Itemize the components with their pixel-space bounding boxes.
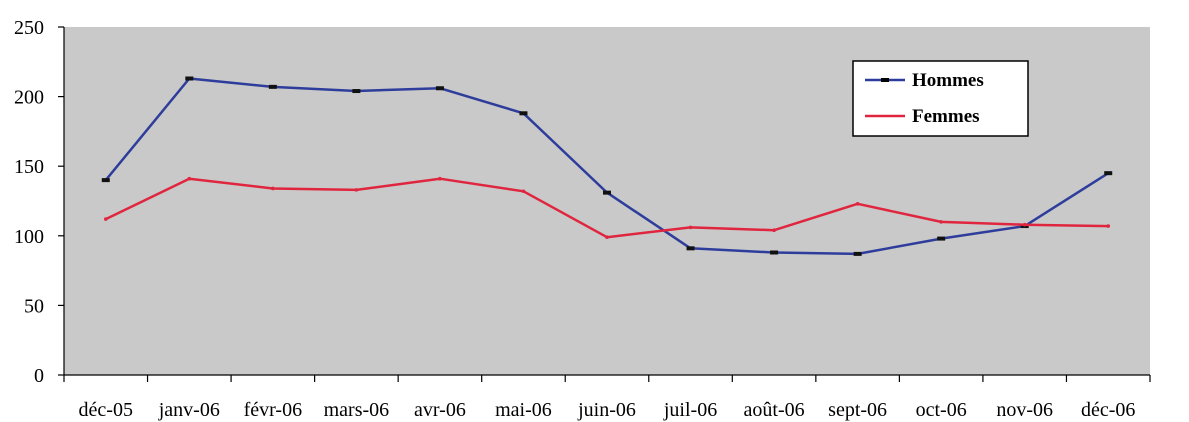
x-tick-label: nov-06 [996, 399, 1053, 421]
x-tick-label: avr-06 [414, 399, 466, 421]
x-axis-ticks: déc-05 janv-06 févr-06 mars-06 avr-06 mai-06 j… [63, 375, 1151, 421]
series-hommes [101, 76, 1113, 256]
x-tick-label: août-06 [744, 399, 805, 421]
axes [63, 27, 1150, 376]
x-tick-label: mai-06 [495, 399, 552, 421]
y-tick-label: 150 [14, 156, 44, 178]
data-point-hommes [268, 84, 277, 89]
data-point-hommes [185, 76, 194, 81]
series-femmes [103, 176, 1111, 239]
legend-label-hommes: Hommes [912, 70, 984, 91]
data-point-femmes [1022, 222, 1027, 227]
y-tick-label: 50 [24, 295, 44, 317]
legend-marker-hommes [881, 78, 889, 82]
legend-box [852, 60, 1029, 137]
x-tick-label: févr-06 [244, 399, 302, 421]
y-tick-label: 0 [34, 365, 44, 387]
legend-label-femmes: Femmes [912, 106, 980, 127]
data-point-femmes [271, 186, 275, 191]
data-point-hommes [937, 236, 946, 241]
x-tick-label: mars-06 [324, 399, 390, 421]
data-point-femmes [688, 225, 693, 230]
data-point-hommes [435, 86, 444, 91]
data-point-femmes [605, 235, 609, 239]
data-point-femmes [438, 176, 442, 181]
data-point-femmes [354, 188, 359, 192]
x-tick-label: oct-06 [916, 399, 967, 421]
data-point-femmes [103, 217, 108, 221]
data-point-hommes [1104, 171, 1113, 176]
data-point-hommes [101, 178, 110, 183]
data-point-hommes [770, 250, 779, 255]
data-point-hommes [686, 246, 695, 251]
data-point-hommes [853, 251, 862, 256]
x-tick-label: janv-06 [158, 399, 220, 421]
data-point-femmes [521, 189, 526, 194]
x-tick-label: juin-06 [577, 399, 636, 421]
legend: Hommes Femmes [852, 60, 1029, 137]
y-axis-ticks: 0 50 100 150 200 250 [14, 17, 64, 387]
y-tick-label: 250 [14, 17, 44, 39]
y-tick-label: 100 [14, 226, 44, 248]
x-tick-label: déc-05 [79, 399, 133, 421]
y-tick-label: 200 [14, 87, 44, 109]
data-point-hommes [603, 190, 611, 195]
x-tick-label: sept-06 [828, 399, 887, 421]
data-point-femmes [772, 228, 776, 233]
data-point-hommes [352, 89, 361, 94]
data-point-femmes [1106, 224, 1111, 228]
series-layer [101, 76, 1113, 256]
data-point-hommes [519, 111, 528, 116]
x-tick-label: déc-06 [1081, 399, 1135, 421]
data-point-femmes [939, 220, 943, 224]
data-point-femmes [187, 176, 192, 181]
data-point-femmes [855, 201, 860, 206]
x-tick-label: juil-06 [663, 399, 717, 421]
